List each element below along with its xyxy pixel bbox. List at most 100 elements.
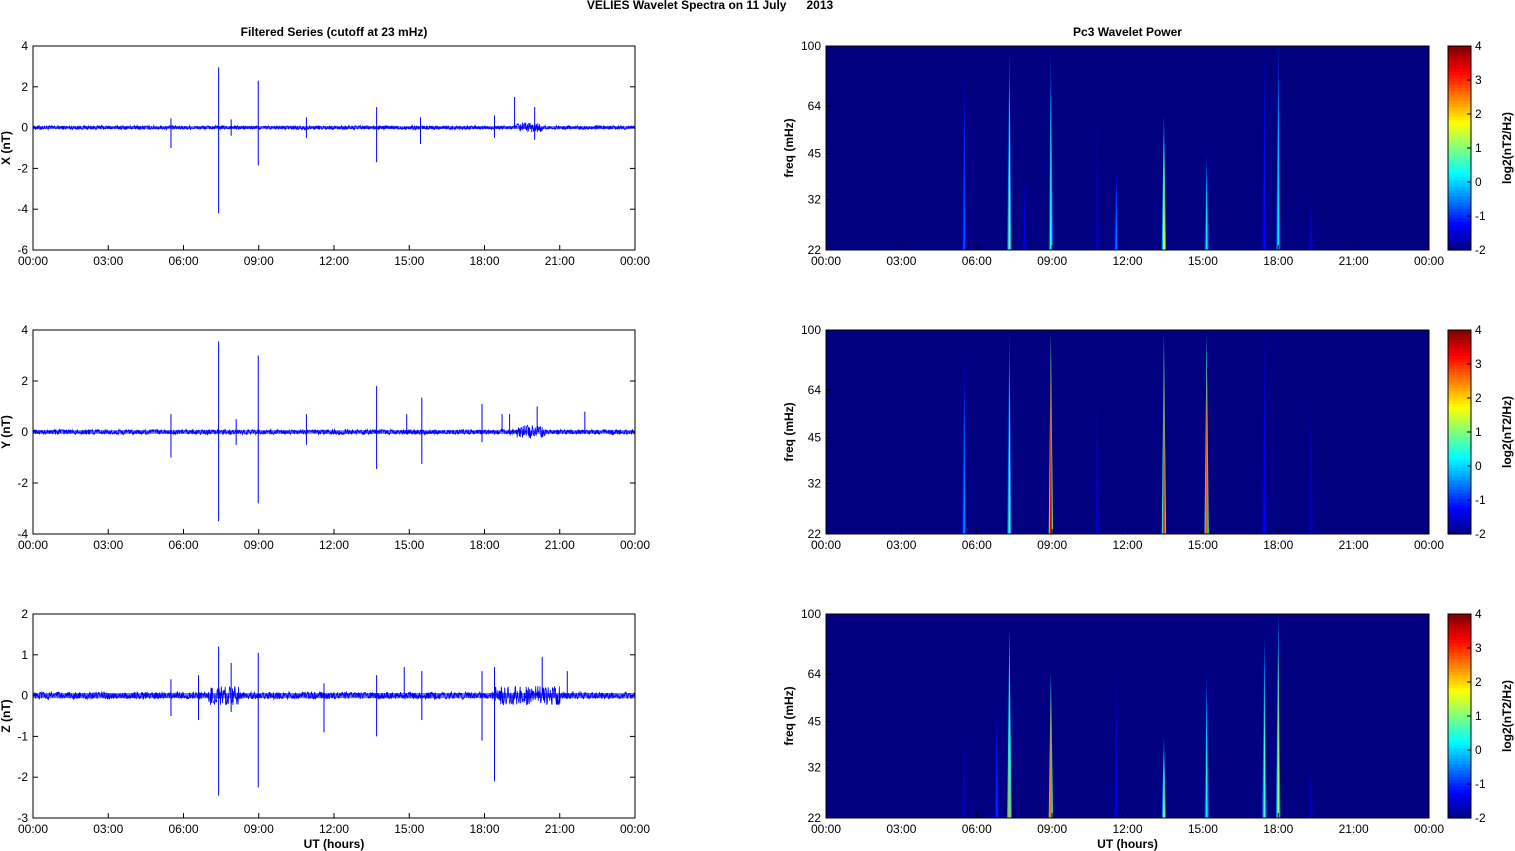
y-tick-label: -2: [17, 770, 28, 784]
y-axis-label: X (nT): [0, 131, 13, 165]
heatmap-event-core: [1162, 749, 1165, 818]
heatmap-background: [826, 330, 1429, 534]
heatmap-event-core: [1309, 207, 1312, 250]
colorbar-label: log2(nT2/Hz): [1500, 112, 1514, 184]
x-tick-label: 06:00: [168, 254, 198, 268]
x-tick-label: 15:00: [1188, 538, 1218, 552]
x-tick-label: 00:00: [1414, 254, 1444, 268]
y-tick-label: -2: [17, 161, 28, 175]
y-axis-label: freq (mHz): [782, 118, 796, 177]
heatmap-event-core: [1008, 656, 1011, 818]
x-tick-label: 03:00: [93, 538, 123, 552]
colorbar-tick-label: 0: [1475, 459, 1482, 473]
x-axis-label: UT (hours): [304, 837, 365, 851]
x-tick-label: 21:00: [1339, 538, 1369, 552]
x-tick-label: 15:00: [394, 822, 424, 836]
x-tick-label: 12:00: [1112, 538, 1142, 552]
heatmap-event-core: [1205, 168, 1208, 250]
x-tick-label: 03:00: [886, 538, 916, 552]
wavelet-panel-wavelet-y: 100 64 45 32 22 freq (mHz): [782, 323, 1430, 541]
x-tick-label: 09:00: [244, 254, 274, 268]
colorbar-tick-label: -2: [1475, 243, 1486, 257]
heatmap-event-core: [963, 749, 966, 818]
y-tick-label: 64: [808, 99, 822, 113]
panel-title: Filtered Series (cutoff at 23 mHz): [241, 25, 428, 39]
x-tick-label: 06:00: [168, 822, 198, 836]
colorbar-label: log2(nT2/Hz): [1500, 396, 1514, 468]
x-tick-label: 00:00: [18, 822, 48, 836]
y-axis-label: Y (nT): [0, 415, 13, 449]
colorbar-tick-label: 3: [1475, 73, 1482, 87]
y-tick-label: 4: [21, 323, 28, 337]
x-tick-label: 06:00: [962, 254, 992, 268]
heatmap-event-core: [1277, 644, 1280, 818]
x-tick-label: 00:00: [1414, 822, 1444, 836]
heatmap-event-core: [1049, 693, 1052, 818]
colorbar-tick-label: 3: [1475, 641, 1482, 655]
heatmap-event-core: [1162, 135, 1165, 250]
y-tick-label: -4: [17, 202, 28, 216]
colorbar-tick-label: -1: [1475, 493, 1486, 507]
x-tick-label: 09:00: [1037, 538, 1067, 552]
heatmap-event-core: [1309, 775, 1312, 818]
x-tick-label: 09:00: [1037, 254, 1067, 268]
x-tick-label: 18:00: [469, 822, 499, 836]
heatmap-event-core: [1115, 685, 1118, 818]
y-tick-label: -6: [17, 243, 28, 257]
y-tick-label: 64: [808, 383, 822, 397]
wavelet-panel-wavelet-z: 100 64 45 32 22 freq (mHz): [782, 607, 1430, 825]
x-axis-4: 00:00 03:00 06:00 09:00 12:00 15:00 18:00 21:00…: [811, 529, 1444, 552]
x-tick-label: 09:00: [244, 538, 274, 552]
colorbar-tick-label: 4: [1475, 607, 1482, 621]
heatmap-event-core: [1096, 401, 1099, 534]
x-tick-label: 03:00: [93, 822, 123, 836]
x-tick-label: 00:00: [18, 254, 48, 268]
heatmap-event-core: [1309, 419, 1312, 534]
wavelet-panel-wavelet-x: Pc3 Wavelet Power 100 64 45 32 22 freq (mHz): [782, 25, 1430, 257]
heatmap-event-core: [1023, 187, 1026, 250]
heatmap-event-core: [1008, 82, 1011, 250]
x-tick-label: 03:00: [93, 254, 123, 268]
timeseries-panel-filtered-z: 2 1 0 -1 -2 -3 Z (nT): [0, 607, 636, 825]
colorbar-tick-label: -2: [1475, 527, 1486, 541]
x-tick-label: 18:00: [1263, 254, 1293, 268]
heatmap-event-core: [1205, 362, 1208, 534]
heatmap-event-core: [1049, 82, 1052, 250]
x-tick-label: 09:00: [244, 822, 274, 836]
x-tick-label: 00:00: [811, 254, 841, 268]
y-tick-label: 45: [808, 715, 822, 729]
x-tick-label: 06:00: [962, 822, 992, 836]
y-axis-label: Z (nT): [0, 699, 13, 732]
y-tick-label: -3: [17, 811, 28, 825]
y-axis-label: freq (mHz): [782, 686, 796, 745]
x-tick-label: 15:00: [1188, 254, 1218, 268]
y-tick-label: 4: [21, 39, 28, 53]
x-tick-label: 18:00: [469, 538, 499, 552]
x-tick-label: 12:00: [319, 254, 349, 268]
x-tick-label: 00:00: [811, 822, 841, 836]
colorbar: 4 3 2 1 0 -1 -2 log2(nT2/Hz): [1447, 607, 1514, 825]
series-noise-band: [33, 430, 635, 434]
y-tick-label: 64: [808, 667, 822, 681]
colorbar: 4 3 2 1 0 -1 -2 log2(nT2/Hz): [1447, 323, 1514, 541]
x-axis-3: 00:00 03:00 06:00 09:00 12:00 15:00 18:00 21:00…: [811, 245, 1444, 268]
colorbar-tick-label: 2: [1475, 675, 1482, 689]
y-tick-label: 32: [808, 761, 822, 775]
colorbar-tick-label: -1: [1475, 209, 1486, 223]
x-tick-label: 06:00: [962, 538, 992, 552]
y-tick-label: 45: [808, 147, 822, 161]
y-tick-label: 22: [808, 243, 822, 257]
heatmap-background: [826, 46, 1429, 250]
heatmap-event-core: [1277, 76, 1280, 250]
x-tick-label: 21:00: [1339, 822, 1369, 836]
y-tick-label: 0: [21, 425, 28, 439]
y-tick-label: 45: [808, 431, 822, 445]
heatmap-event-core: [963, 386, 966, 534]
x-tick-label: 00:00: [620, 254, 650, 268]
y-tick-label: 32: [808, 477, 822, 491]
x-tick-label: 00:00: [620, 538, 650, 552]
x-tick-label: 15:00: [394, 538, 424, 552]
plot-area: [33, 614, 635, 818]
y-tick-label: 0: [21, 689, 28, 703]
